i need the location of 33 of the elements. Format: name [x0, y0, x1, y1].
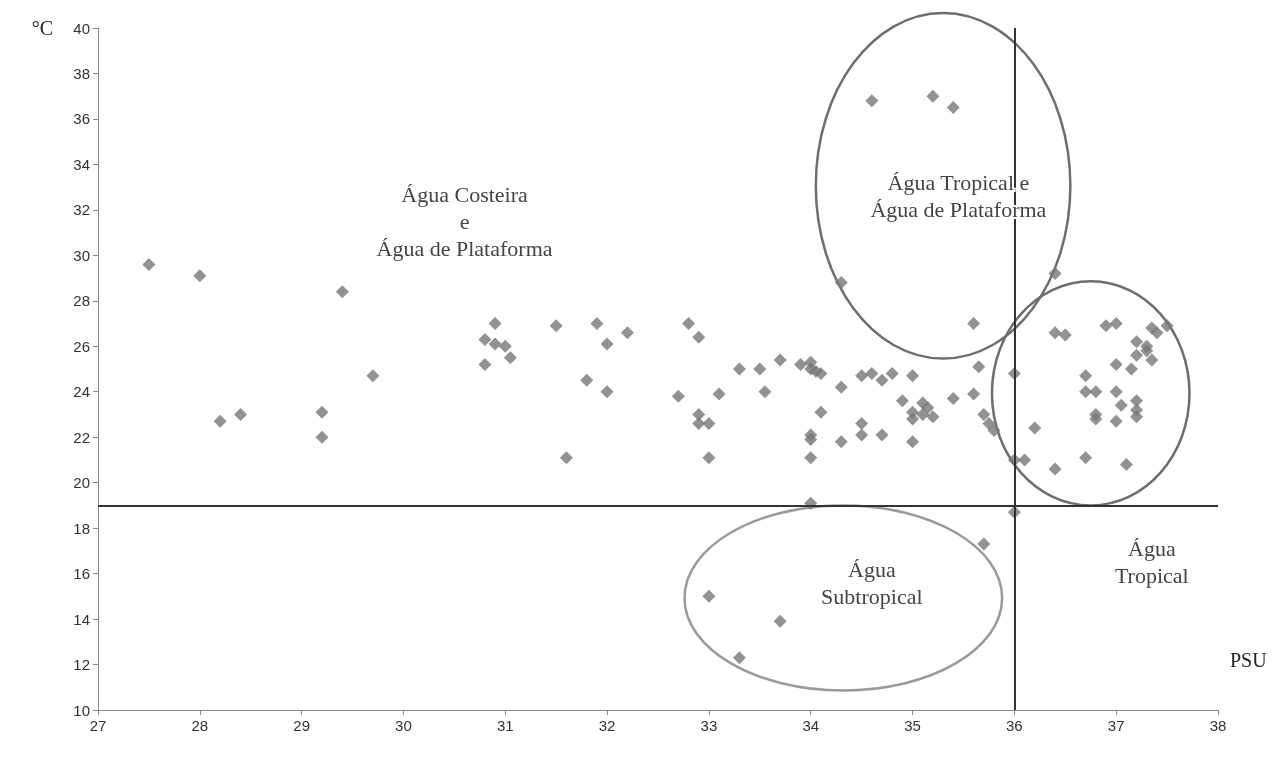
annotation: Água Subtropical — [821, 556, 923, 609]
annotation: Água Tropical — [1114, 536, 1189, 589]
y-tick-label: 22 — [73, 428, 90, 446]
x-tick-label: 37 — [1107, 717, 1125, 734]
y-tick-label: 24 — [73, 383, 90, 401]
x-tick-label: 30 — [395, 717, 412, 734]
x-tick-label: 36 — [1006, 717, 1023, 734]
x-axis-title: PSU — [1230, 649, 1268, 671]
x-tick-label: 28 — [191, 717, 209, 734]
y-tick-label: 12 — [73, 656, 90, 674]
y-tick-label: 34 — [73, 155, 90, 173]
y-tick-label: 30 — [73, 246, 90, 264]
x-tick-label: 34 — [802, 717, 820, 734]
y-tick-label: 36 — [73, 110, 90, 128]
x-tick-label: 38 — [1209, 717, 1227, 734]
y-axis-title: °C — [31, 17, 53, 39]
y-tick-label: 32 — [73, 201, 90, 219]
y-tick-label: 16 — [73, 565, 90, 583]
y-tick-label: 28 — [73, 292, 90, 310]
y-tick-label: 20 — [73, 474, 90, 492]
y-tick-label: 26 — [73, 337, 90, 355]
y-tick-label: 38 — [73, 64, 90, 82]
x-tick-label: 27 — [89, 717, 107, 734]
x-tick-label: 32 — [598, 717, 616, 734]
y-tick-label: 10 — [73, 701, 90, 719]
annotation: Água Costeira e Água de Plataforma — [376, 181, 553, 261]
y-tick-label: 40 — [73, 19, 90, 37]
x-tick-label: 29 — [293, 717, 310, 734]
y-tick-label: 14 — [73, 610, 90, 628]
x-tick-label: 33 — [700, 717, 718, 734]
y-tick-label: 18 — [73, 519, 90, 537]
x-tick-label: 31 — [496, 717, 514, 734]
x-tick-label: 35 — [904, 717, 921, 734]
